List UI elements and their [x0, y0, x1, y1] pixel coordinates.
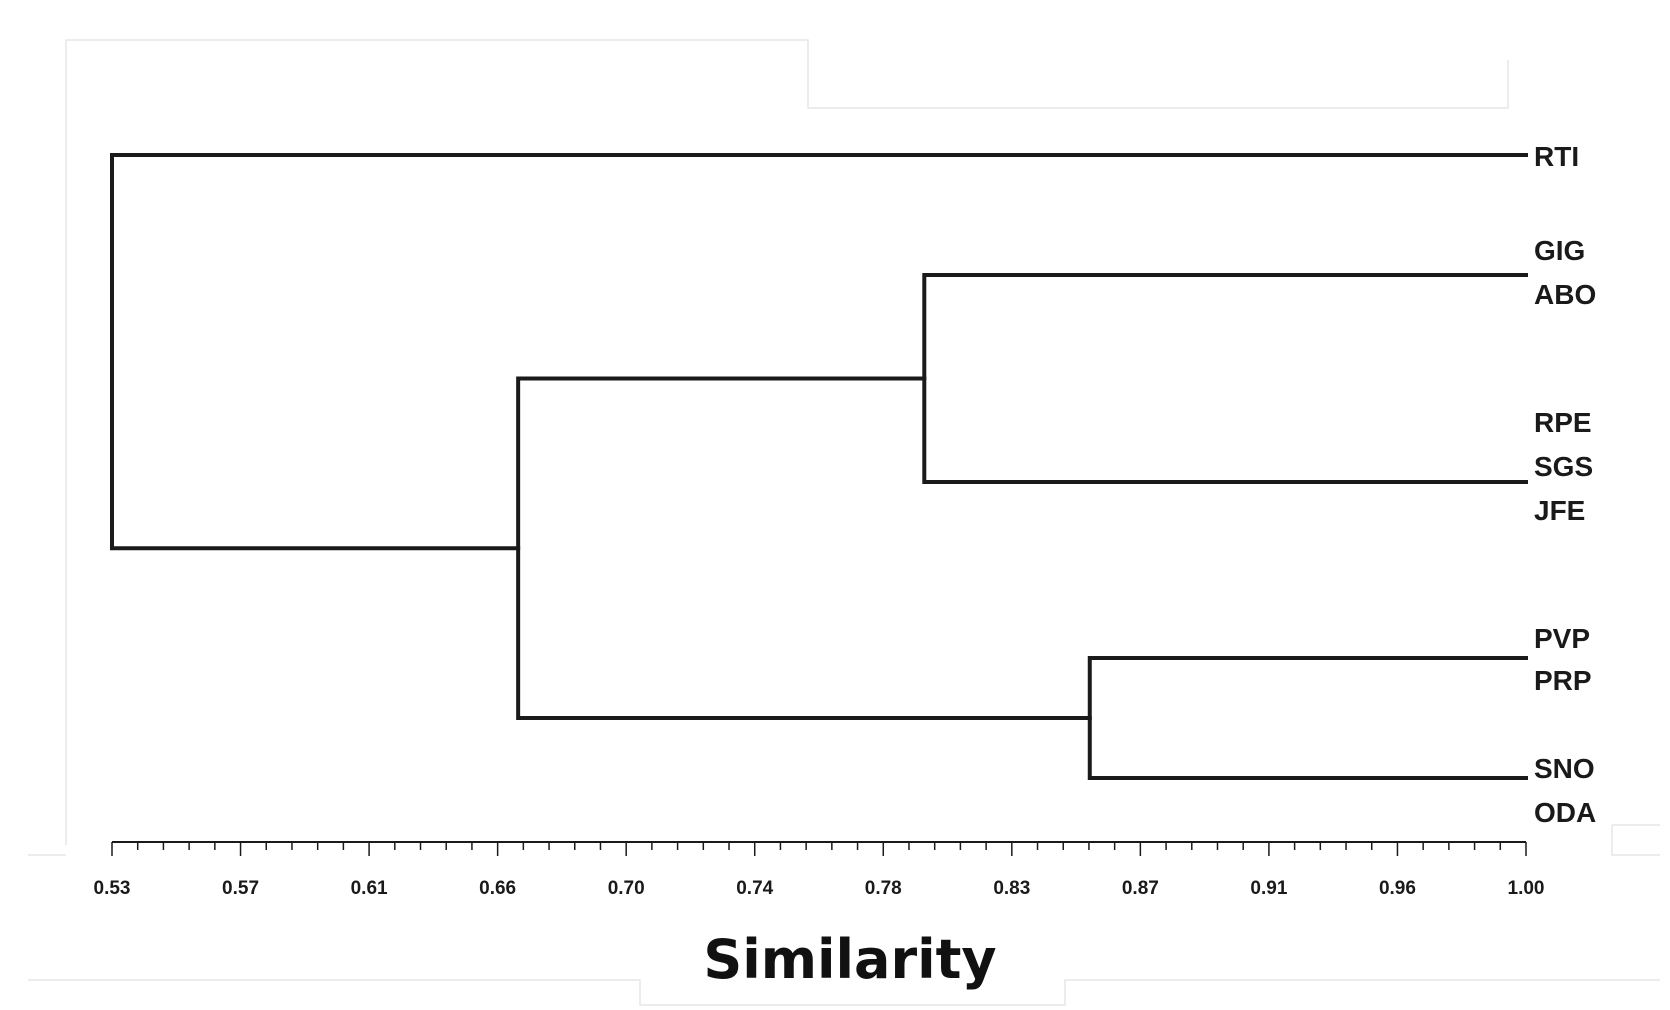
tick-label: 0.61 [351, 878, 388, 899]
tick-label: 0.83 [993, 878, 1030, 899]
branch-c2 [1087, 656, 1528, 780]
leaf-label-sno: SNO [1534, 753, 1595, 784]
branch-c1 [922, 273, 1528, 484]
tick-label: 0.74 [736, 878, 773, 899]
x-axis: 0.53 0.57 0.61 0.66 0.70 0.74 0.78 0.83 0.87 0.91… [94, 841, 1545, 899]
x-axis-tick-labels: 0.53 0.57 0.61 0.66 0.70 0.74 0.78 0.83 0.87 0.91… [94, 878, 1545, 899]
branch-c4 [110, 153, 1528, 551]
tick-label: 0.57 [222, 878, 259, 899]
tick-label: 0.91 [1250, 878, 1287, 899]
tick-label: 0.66 [479, 878, 516, 899]
tick-label: 0.78 [865, 878, 902, 899]
leaf-label-rti: RTI [1534, 141, 1579, 172]
leaf-label-sgs: SGS [1534, 451, 1593, 482]
leaf-label-pvp: PVP [1534, 623, 1590, 654]
tick-label: 0.70 [608, 878, 645, 899]
leaf-label-jfe: JFE [1534, 495, 1585, 526]
x-axis-title: Similarity [703, 928, 996, 991]
tick-label: 0.96 [1379, 878, 1416, 899]
leaf-label-abo: ABO [1534, 279, 1596, 310]
dendrogram-branches [110, 153, 1528, 780]
branch-c3 [516, 376, 1092, 720]
leaf-labels: RTI GIG ABO RPE SGS JFE PVP PRP SNO ODA [1534, 141, 1596, 828]
leaf-label-gig: GIG [1534, 235, 1585, 266]
x-axis-ticks [111, 842, 1527, 856]
background-frame [28, 39, 1660, 1006]
tick-label: 0.87 [1122, 878, 1159, 899]
tick-label: 0.53 [94, 878, 131, 899]
tick-label: 1.00 [1508, 878, 1545, 899]
leaf-label-oda: ODA [1534, 797, 1596, 828]
leaf-label-prp: PRP [1534, 665, 1592, 696]
leaf-label-rpe: RPE [1534, 407, 1592, 438]
